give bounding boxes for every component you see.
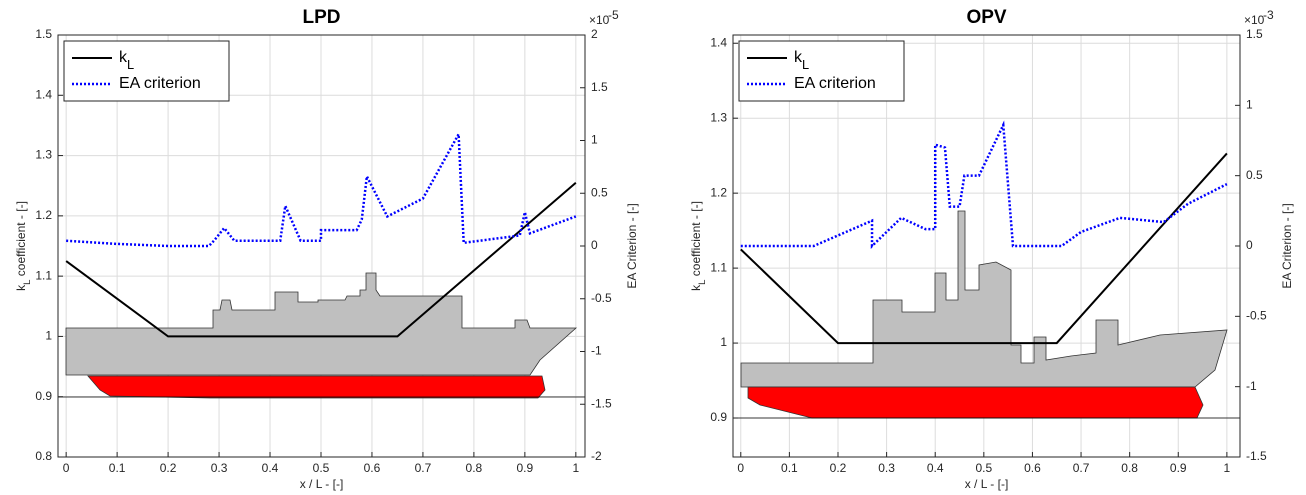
- y-tick-label: 1: [45, 329, 52, 343]
- ship-underwater: [747, 386, 1204, 419]
- y2-tick-label: -1: [591, 344, 602, 358]
- x-tick-label: 0.8: [466, 461, 483, 475]
- x-tick-label: 0.3: [878, 461, 895, 475]
- x-tick-label: 0.7: [1073, 461, 1090, 475]
- ship-hull: [740, 210, 1228, 388]
- x-tick-label: 0.5: [975, 461, 992, 475]
- y-tick-label: 0.9: [35, 389, 52, 403]
- y-tick-label: 1.1: [35, 268, 52, 282]
- y-tick-label: 1.4: [710, 35, 727, 49]
- x-tick-label: 0.3: [211, 461, 228, 475]
- y-tick-label: 0.8: [35, 449, 52, 463]
- overlay-layer: 0 0.1 0.2 0.3 0.4 0.5 0.6 0.7 0.8 0.9 1 0.8 0.9 1 1.1 1…: [14, 7, 1294, 491]
- x-tick-label: 0.6: [364, 461, 381, 475]
- y2-tick-label: -0.5: [1246, 309, 1267, 323]
- ship-underwater: [87, 375, 546, 399]
- x-tick-label: 0.9: [517, 461, 534, 475]
- x-tick-label: 0.9: [1170, 461, 1187, 475]
- chart-title: LPD: [303, 7, 341, 28]
- series-line: [740, 152, 1228, 345]
- lpd-ship: [58, 272, 585, 399]
- y2-tick-label: 0: [591, 238, 598, 252]
- y2-tick-label: 1.5: [1246, 27, 1263, 41]
- x-tick-label: 1: [1224, 461, 1231, 475]
- opv-ship: [733, 210, 1240, 419]
- y-tick-label: 1.4: [35, 87, 52, 101]
- x-tick-label: 0: [63, 461, 70, 475]
- x-axis-label: x / L - [-]: [300, 477, 344, 491]
- legend-label: kL: [119, 49, 134, 72]
- y2-tick-label: 2: [591, 27, 598, 41]
- y-axis-label: kL coefficient - [-]: [689, 201, 708, 291]
- y2-multiplier-exponent: -3: [1263, 8, 1274, 22]
- y2-tick-label: 0.5: [591, 185, 608, 199]
- y2-tick-label: 1: [591, 133, 598, 147]
- y-tick-label: 1.2: [35, 208, 52, 222]
- x-tick-label: 0.1: [109, 461, 126, 475]
- x-tick-label: 0.5: [313, 461, 330, 475]
- y-tick-label: 1.5: [35, 27, 52, 41]
- legend-label: kL: [794, 49, 809, 72]
- y2-multiplier: ×10: [589, 13, 610, 27]
- x-tick-label: 0.1: [781, 461, 798, 475]
- x-tick-label: 0.8: [1121, 461, 1138, 475]
- legend-label: EA criterion: [119, 75, 201, 92]
- y2-tick-label: -1: [1246, 379, 1257, 393]
- axes-box: [732, 34, 1241, 458]
- y2-tick-label: 1: [1246, 98, 1253, 112]
- x-tick-label: 0.7: [415, 461, 432, 475]
- y2-tick-label: 1.5: [591, 80, 608, 94]
- y2-axis-label: EA Criterion - [-]: [625, 203, 639, 288]
- x-tick-label: 0.4: [927, 461, 944, 475]
- legend-box: [63, 40, 230, 102]
- y-axis-label: kL coefficient - [-]: [14, 201, 33, 291]
- x-tick-label: 0: [737, 461, 744, 475]
- series-line: [65, 181, 577, 338]
- y2-tick-label: -2: [591, 449, 602, 463]
- y2-tick-label: 0.5: [1246, 168, 1263, 182]
- y2-multiplier: ×10: [1244, 13, 1265, 27]
- y2-axis-label: EA Criterion - [-]: [1280, 203, 1294, 288]
- y2-tick-label: -0.5: [591, 291, 612, 305]
- x-tick-label: 1: [572, 461, 579, 475]
- y-tick-label: 1.3: [710, 110, 727, 124]
- legend-label: EA criterion: [794, 75, 876, 92]
- axes-box: [57, 34, 586, 458]
- ship-hull: [65, 272, 578, 376]
- y-tick-label: 1.3: [35, 148, 52, 162]
- y2-tick-label: 0: [1246, 238, 1253, 252]
- x-tick-label: 0.2: [160, 461, 177, 475]
- y-tick-label: 1: [720, 335, 727, 349]
- series-line: [740, 120, 1228, 249]
- x-tick-label: 0.2: [830, 461, 847, 475]
- series-line: [66, 129, 577, 248]
- y-tick-label: 0.9: [710, 410, 727, 424]
- y2-tick-label: -1.5: [591, 396, 612, 410]
- y2-multiplier-exponent: -5: [608, 8, 619, 22]
- y-tick-label: 1.2: [710, 185, 727, 199]
- y-tick-label: 1.1: [710, 260, 727, 274]
- x-tick-label: 0.6: [1024, 461, 1041, 475]
- legend-box: [738, 40, 905, 102]
- x-tick-label: 0.4: [262, 461, 279, 475]
- x-axis-label: x / L - [-]: [965, 477, 1009, 491]
- y2-tick-label: -1.5: [1246, 449, 1267, 463]
- chart-title: OPV: [966, 7, 1006, 28]
